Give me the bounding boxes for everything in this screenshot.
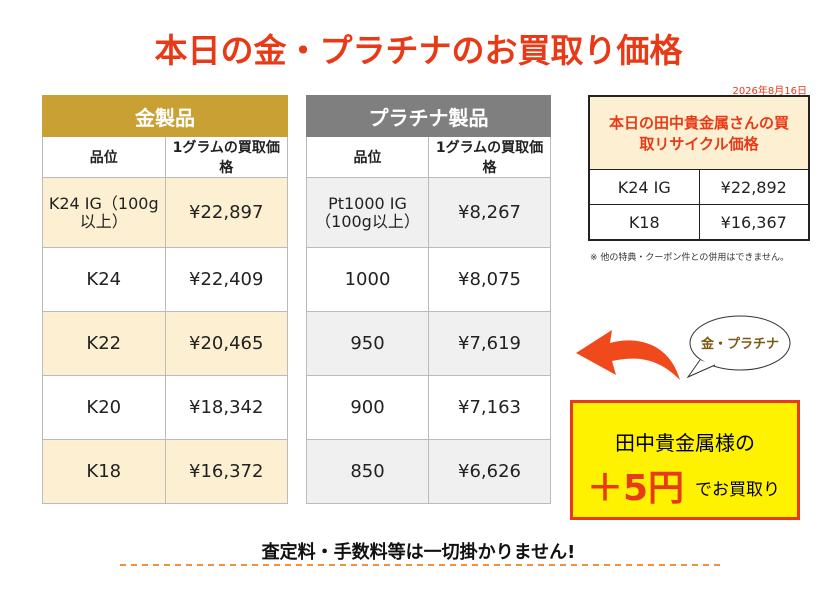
heading: プラチナ製品: [306, 95, 551, 137]
heading: 金製品: [42, 95, 288, 137]
heading-row: プラチナ製品: [306, 95, 551, 137]
price: ¥7,163: [428, 375, 551, 440]
bubble: [689, 315, 791, 371]
bubble-text: 金・プラチナ: [700, 336, 779, 352]
row: K24 IG ¥22,892: [588, 169, 810, 205]
bubble-tail: [686, 359, 716, 379]
row: 900 ¥7,163: [306, 375, 551, 440]
column-header: 1グラムの買取価格: [164, 136, 288, 178]
price: ¥6,626: [428, 439, 551, 504]
heading-row: 金製品: [42, 95, 288, 137]
row: K20 ¥18,342: [42, 375, 288, 440]
column-header: 品位: [306, 136, 429, 178]
price: ¥8,267: [428, 177, 551, 248]
price: ¥20,465: [164, 311, 288, 376]
column-header: 1グラムの買取価格: [428, 136, 551, 178]
promo-bonus: ＋5円: [587, 468, 685, 509]
note: ※ 他の特典・クーポン件との併用はできません。: [590, 253, 790, 263]
column-row: 品位 1グラムの買取価格: [42, 136, 288, 178]
grade: K24 IG: [588, 169, 700, 205]
heading-row: 本日の田中貴金属さんの買取リサイクル価格: [588, 95, 810, 170]
grade: K24 IG（100g以上）: [42, 177, 166, 248]
grade: 850: [306, 439, 429, 504]
grade: 900: [306, 375, 429, 440]
row: Pt1000 IG（100g以上） ¥8,267: [306, 177, 551, 248]
grade: K18: [42, 439, 166, 504]
arrow-bubble: 金・プラチナ: [576, 315, 791, 380]
row: 1000 ¥8,075: [306, 247, 551, 312]
price: ¥16,367: [698, 204, 810, 241]
row: 950 ¥7,619: [306, 311, 551, 376]
grade: K20: [42, 375, 166, 440]
divider: [120, 564, 720, 566]
price: ¥22,409: [164, 247, 288, 312]
row: K18 ¥16,372: [42, 439, 288, 504]
promo-box: 田中貴金属様の ＋5円 でお買取り: [570, 400, 800, 520]
grade: Pt1000 IG（100g以上）: [306, 177, 429, 248]
row: 850 ¥6,626: [306, 439, 551, 504]
date: 2026年8月16日: [732, 86, 807, 97]
grade: 1000: [306, 247, 429, 312]
grade: K24: [42, 247, 166, 312]
price: ¥16,372: [164, 439, 288, 504]
promo-line: 田中貴金属様の: [615, 431, 755, 455]
price: ¥8,075: [428, 247, 551, 312]
grade: 950: [306, 311, 429, 376]
price: ¥18,342: [164, 375, 288, 440]
column-row: 品位 1グラムの買取価格: [306, 136, 551, 178]
row: K22 ¥20,465: [42, 311, 288, 376]
footer: 査定料・手数料等は一切掛かりません!: [261, 542, 576, 563]
row: K18 ¥16,367: [588, 204, 810, 241]
platinum-table: プラチナ製品 品位 1グラムの買取価格 Pt1000 IG（100g以上） ¥8,267…: [306, 95, 551, 504]
column-header: 品位: [42, 136, 166, 178]
row: K24 ¥22,409: [42, 247, 288, 312]
gold-table: 金製品 品位 1グラムの買取価格 K24 IG（100g以上） ¥22,897 K24 ¥2…: [42, 95, 288, 504]
arrow: [576, 330, 680, 380]
heading: 本日の田中貴金属さんの買取リサイクル価格: [588, 95, 810, 170]
promo-suffix: でお買取り: [695, 480, 780, 500]
grade: K22: [42, 311, 166, 376]
row: K24 IG（100g以上） ¥22,897: [42, 177, 288, 248]
price: ¥22,892: [698, 169, 810, 205]
price: ¥7,619: [428, 311, 551, 376]
grade: K18: [588, 204, 700, 241]
price: ¥22,897: [164, 177, 288, 248]
tanaka-table: 本日の田中貴金属さんの買取リサイクル価格 K24 IG ¥22,892 K18 ¥16,…: [588, 95, 810, 241]
title: 本日の金・プラチナのお買取り価格: [154, 31, 683, 70]
